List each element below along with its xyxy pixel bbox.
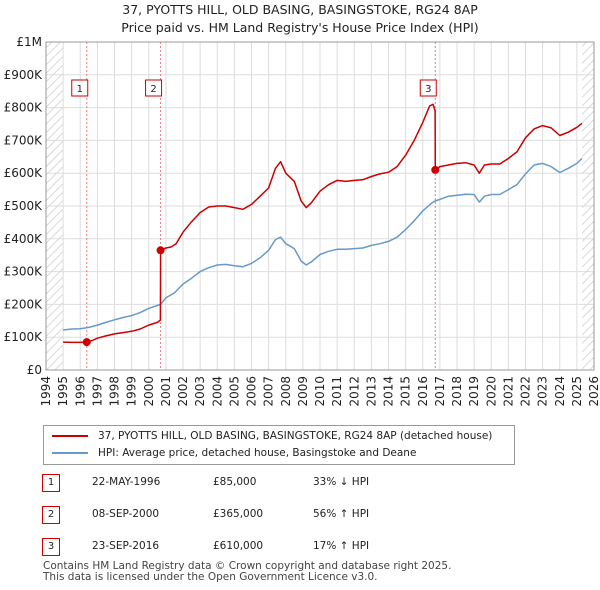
transaction-date: 22-MAY-1996 xyxy=(92,476,161,488)
x-tick-label: 1999 xyxy=(125,376,139,407)
sale-marker-label: 3 xyxy=(425,84,431,95)
transaction-badge: 2 xyxy=(42,506,60,524)
x-tick-label: 2015 xyxy=(399,376,413,407)
x-tick-label: 1998 xyxy=(108,376,122,407)
plot-border xyxy=(45,41,595,371)
transaction-hpi: 56% ↑ HPI xyxy=(313,508,370,520)
sale-marker-box xyxy=(145,79,163,97)
price-chart: £0 £100K £200K £300K £400K £500K £600K £700K £80… xyxy=(4,35,600,407)
x-tick-label: 2016 xyxy=(416,376,430,407)
y-tick-label: £300K xyxy=(4,265,44,279)
x-tick-label: 2010 xyxy=(313,376,327,407)
legend-label-property: 37, PYOTTS HILL, OLD BASING, BASINGSTOKE… xyxy=(98,430,493,442)
x-tick-label: 2009 xyxy=(296,376,310,407)
transaction-price: £365,000 xyxy=(213,508,264,520)
x-tick-label: 2013 xyxy=(364,376,378,407)
legend-item-hpi: HPI: Average price, detached house, Basi… xyxy=(52,447,416,459)
y-tick-label: £1M xyxy=(16,35,42,49)
x-tick-label: 1996 xyxy=(73,376,87,407)
x-tick-label: 2004 xyxy=(210,376,224,407)
sale-point xyxy=(156,246,165,255)
x-tick-label: 2012 xyxy=(347,376,361,407)
sale-point xyxy=(82,338,91,347)
x-tick-label: 2014 xyxy=(382,376,396,407)
x-tick-label: 2005 xyxy=(227,376,241,407)
transaction-badge: 3 xyxy=(42,538,60,556)
hpi-series-line xyxy=(63,157,583,331)
x-tick-label: 2024 xyxy=(553,376,567,407)
transaction-row: 3 23-SEP-2016 £610,000 17% ↑ HPI xyxy=(40,538,560,556)
transaction-badge: 1 xyxy=(42,474,60,492)
sale-marker-box xyxy=(71,79,89,97)
y-tick-label: £0 xyxy=(27,363,42,377)
transaction-date: 08-SEP-2000 xyxy=(92,508,160,520)
footer-copyright: Contains HM Land Registry data © Crown c… xyxy=(43,560,452,572)
y-tick-label: £600K xyxy=(4,166,44,180)
footer-license: This data is licensed under the Open Gov… xyxy=(43,571,378,583)
transaction-row: 2 08-SEP-2000 £365,000 56% ↑ HPI xyxy=(40,506,560,524)
x-tick-label: 2023 xyxy=(536,376,550,407)
x-tick-label: 2021 xyxy=(501,376,515,407)
x-tick-label: 2019 xyxy=(467,376,481,407)
x-tick-label: 2007 xyxy=(262,376,276,407)
sale-point xyxy=(431,165,440,174)
sale-marker-label: 2 xyxy=(150,84,156,95)
y-tick-label: £200K xyxy=(4,297,44,311)
transaction-row: 1 22-MAY-1996 £85,000 33% ↓ HPI xyxy=(40,474,560,492)
legend-swatch-hpi xyxy=(52,452,88,454)
x-tick-label: 2017 xyxy=(433,376,447,407)
property-series-line xyxy=(63,103,583,344)
transaction-price: £610,000 xyxy=(213,540,264,552)
x-tick-label: 2025 xyxy=(570,376,584,407)
transaction-hpi: 33% ↓ HPI xyxy=(313,476,370,488)
x-tick-label: 2018 xyxy=(450,376,464,407)
x-tick-label: 2026 xyxy=(587,376,600,407)
transaction-price: £85,000 xyxy=(213,476,257,488)
x-tick-label: 1994 xyxy=(39,376,53,407)
y-tick-label: £700K xyxy=(4,133,44,147)
transaction-hpi: 17% ↑ HPI xyxy=(313,540,370,552)
sale-marker-box xyxy=(419,79,437,97)
sale-marker-label: 1 xyxy=(77,84,83,95)
x-tick-label: 1997 xyxy=(90,376,104,407)
x-tick-label: 2002 xyxy=(176,376,190,407)
x-tick-label: 2008 xyxy=(279,376,293,407)
legend: 37, PYOTTS HILL, OLD BASING, BASINGSTOKE… xyxy=(43,425,515,465)
x-tick-label: 2022 xyxy=(519,376,533,407)
x-tick-label: 2003 xyxy=(193,376,207,407)
x-tick-label: 2001 xyxy=(159,376,173,407)
x-tick-label: 2020 xyxy=(484,376,498,407)
legend-item-property: 37, PYOTTS HILL, OLD BASING, BASINGSTOKE… xyxy=(52,430,492,442)
y-tick-label: £400K xyxy=(4,232,44,246)
x-tick-label: 2011 xyxy=(330,376,344,407)
x-tick-label: 2006 xyxy=(245,376,259,407)
legend-label-hpi: HPI: Average price, detached house, Basi… xyxy=(98,447,417,459)
y-tick-label: £500K xyxy=(4,199,44,213)
y-tick-label: £800K xyxy=(4,101,44,115)
y-tick-label: £900K xyxy=(4,68,44,82)
x-tick-label: 2000 xyxy=(142,376,156,407)
y-tick-label: £100K xyxy=(4,330,44,344)
transaction-date: 23-SEP-2016 xyxy=(92,540,160,552)
chart-subtitle: Price paid vs. HM Land Registry's House … xyxy=(121,20,479,35)
footer: Contains HM Land Registry data © Crown c… xyxy=(43,561,451,583)
chart-title: 37, PYOTTS HILL, OLD BASING, BASINGSTOKE… xyxy=(122,2,478,17)
legend-swatch-property xyxy=(52,435,88,437)
x-tick-label: 1995 xyxy=(56,376,70,407)
